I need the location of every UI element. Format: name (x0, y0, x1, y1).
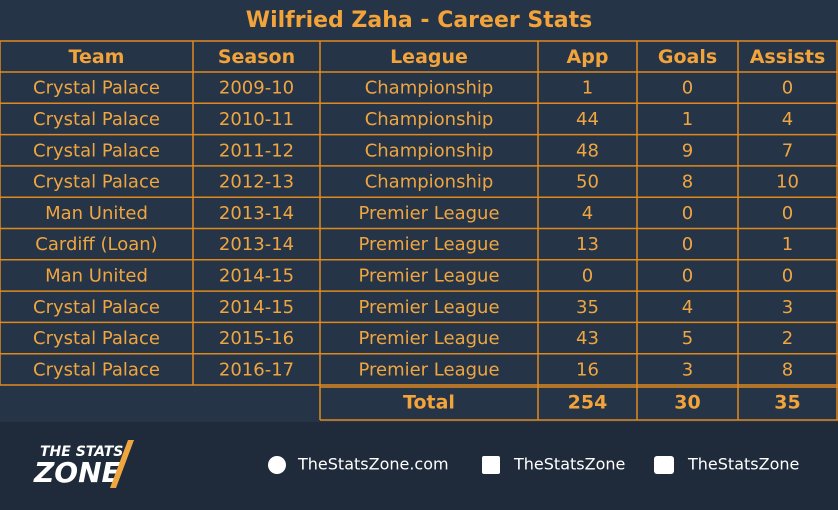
table: Team Season League App Goals Assists Crystal P… (0, 40, 838, 421)
table-cell: 16 (576, 359, 599, 380)
table-cell: Premier League (358, 297, 499, 318)
table-cell: Crystal Palace (33, 172, 160, 193)
table-cell: Championship (365, 109, 494, 130)
table-cell: Premier League (358, 203, 499, 224)
table-cell: 2013-14 (219, 203, 294, 224)
total-value: 30 (674, 392, 700, 414)
column-header: Assists (750, 46, 826, 68)
table-cell: 1 (582, 78, 593, 99)
table-cell: Championship (365, 172, 494, 193)
facebook: TheStatsZone (513, 455, 625, 474)
footer-background (0, 422, 838, 510)
table-cell: 0 (682, 265, 693, 286)
table-cell: Crystal Palace (33, 328, 160, 349)
website: TheStatsZone.com (297, 455, 449, 474)
table-cell: Crystal Palace (33, 359, 160, 380)
table-cell: 2014-15 (219, 265, 294, 286)
table-cell: Crystal Palace (33, 78, 160, 99)
table-cell: 4 (582, 203, 593, 224)
column-header: Team (69, 46, 125, 68)
twitter: TheStatsZone (687, 455, 799, 474)
table-cell: 2011-12 (219, 140, 294, 161)
table-cell: 2012-13 (219, 172, 294, 193)
globe-icon (268, 456, 286, 474)
table-cell: 3 (782, 297, 793, 318)
logo-bottom: ZONE (33, 456, 121, 489)
facebook-icon (482, 456, 500, 474)
table-cell: 0 (682, 78, 693, 99)
column-header: Season (218, 46, 295, 68)
twitter-icon (654, 456, 674, 474)
table-cell: 2015-16 (219, 328, 294, 349)
column-header: App (567, 46, 609, 68)
table-cell: 0 (582, 265, 593, 286)
table-cell: Premier League (358, 265, 499, 286)
table-cell: 0 (782, 203, 793, 224)
table-cell: 4 (782, 109, 793, 130)
total-value: 35 (774, 392, 800, 414)
table-cell: 8 (782, 359, 793, 380)
table-cell: 5 (682, 328, 693, 349)
table-cell: Premier League (358, 234, 499, 255)
logo-top: THE STATS (40, 444, 123, 460)
table-cell: 50 (576, 172, 599, 193)
table-cell: 0 (782, 78, 793, 99)
column-header: Goals (658, 46, 717, 68)
table-cell: 44 (576, 109, 599, 130)
total-value: 254 (568, 392, 608, 414)
table-cell: Premier League (358, 359, 499, 380)
table-cell: 2016-17 (219, 359, 294, 380)
table-cell: 0 (682, 234, 693, 255)
table-cell: Man United (45, 265, 148, 286)
table-cell: 0 (682, 203, 693, 224)
title: Wilfried Zaha - Career Stats (246, 8, 592, 33)
table-cell: 2 (782, 328, 793, 349)
footer: THE STATS ZONE TheStatsZone.com TheStats… (33, 440, 799, 489)
total-label: Total (403, 392, 455, 414)
table-cell: Crystal Palace (33, 297, 160, 318)
table-cell: 2013-14 (219, 234, 294, 255)
table-cell: 7 (782, 140, 793, 161)
table-cell: Championship (365, 140, 494, 161)
table-cell: 3 (682, 359, 693, 380)
table-cell: 2010-11 (219, 109, 294, 130)
table-cell: 43 (576, 328, 599, 349)
logo-slash (110, 440, 134, 488)
table-cell: 48 (576, 140, 599, 161)
table-cell: 2009-10 (219, 78, 294, 99)
table-cell: 0 (782, 265, 793, 286)
table-cell: Crystal Palace (33, 140, 160, 161)
table-cell: 4 (682, 297, 693, 318)
table-cell: 13 (576, 234, 599, 255)
table-cell: Man United (45, 203, 148, 224)
column-header: League (390, 46, 468, 68)
table-cell: Cardiff (Loan) (35, 234, 157, 255)
table-cell: Crystal Palace (33, 109, 160, 130)
table-cell: 35 (576, 297, 599, 318)
table-cell: 1 (782, 234, 793, 255)
table-cell: 8 (682, 172, 693, 193)
table-cell: 9 (682, 140, 693, 161)
table-cell: 2014-15 (219, 297, 294, 318)
table-cell: Premier League (358, 328, 499, 349)
table-cell: Championship (365, 78, 494, 99)
table-cell: 1 (682, 109, 693, 130)
table-cell: 10 (776, 172, 799, 193)
table-background (0, 0, 838, 422)
